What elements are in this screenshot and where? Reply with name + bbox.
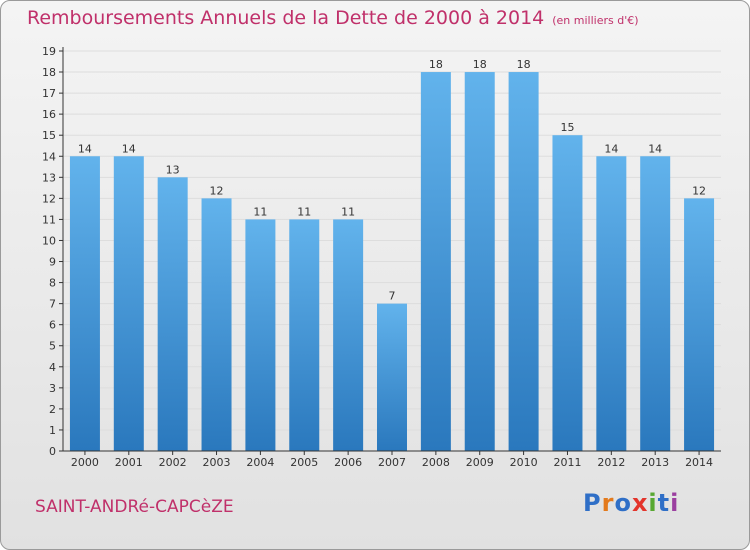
y-tick-label: 8 (49, 277, 56, 290)
labels-layer: 14 14 13 12 11 11 11 7 18 18 18 15 14 14 12 (78, 58, 706, 303)
y-tick-label: 12 (42, 192, 56, 205)
y-tick-label: 5 (49, 340, 56, 353)
y-tick-label: 15 (42, 129, 56, 142)
bar (684, 198, 715, 451)
y-tick-label: 7 (49, 298, 56, 311)
logo-letter: i (670, 489, 680, 517)
bar (69, 156, 100, 451)
bar (289, 219, 320, 451)
x-tick-label: 2005 (290, 456, 318, 469)
bar (113, 156, 144, 451)
x-tick-label: 2014 (685, 456, 713, 469)
x-tick-label: 2007 (378, 456, 406, 469)
logo-letter: o (614, 489, 632, 517)
chart-unit: (en milliers d'€) (552, 14, 639, 27)
data-label: 12 (210, 184, 224, 197)
logo-letter: r (601, 489, 615, 517)
y-tick-label: 9 (49, 256, 56, 269)
bar (420, 72, 451, 451)
y-tick-label: 17 (42, 87, 56, 100)
data-label: 18 (429, 58, 443, 71)
bar (508, 72, 539, 451)
data-label: 11 (253, 205, 267, 218)
bar (201, 198, 232, 451)
data-label: 18 (473, 58, 487, 71)
chart-title: Remboursements Annuels de la Dette de 20… (27, 7, 639, 29)
chart-title-text: Remboursements Annuels de la Dette de 20… (27, 7, 545, 29)
y-tick-label: 18 (42, 66, 56, 79)
commune-name: SAINT-ANDRé-CAPCèZE (35, 497, 234, 517)
bar (596, 156, 627, 451)
data-label: 14 (648, 142, 662, 155)
x-tick-label: 2006 (334, 456, 362, 469)
y-tick-label: 13 (42, 171, 56, 184)
bar (157, 177, 188, 451)
bar (377, 303, 407, 451)
x-tick-label: 2013 (641, 456, 669, 469)
y-tick-label: 11 (42, 213, 56, 226)
x-tick-label: 2000 (71, 456, 99, 469)
bar (333, 219, 364, 451)
logo-letter: t (657, 489, 671, 517)
y-tick-label: 19 (42, 45, 56, 58)
data-label: 18 (517, 58, 531, 71)
x-tick-label: 2010 (510, 456, 538, 469)
data-label: 11 (341, 205, 355, 218)
x-tick-label: 2002 (159, 456, 187, 469)
bar (245, 219, 276, 451)
data-label: 15 (560, 121, 574, 134)
data-label: 12 (692, 184, 706, 197)
data-label: 13 (166, 163, 180, 176)
data-label: 14 (78, 142, 92, 155)
y-tick-label: 1 (49, 424, 56, 437)
x-tick-label: 2004 (246, 456, 274, 469)
data-label: 7 (389, 290, 396, 303)
data-label: 11 (297, 205, 311, 218)
x-tick-label: 2008 (422, 456, 450, 469)
bar (640, 156, 671, 451)
y-tick-label: 6 (49, 319, 56, 332)
data-label: 14 (122, 142, 136, 155)
logo-letter: P (583, 489, 602, 517)
data-label: 14 (604, 142, 618, 155)
proxiti-logo[interactable]: Proxiti (583, 489, 679, 517)
y-tick-label: 14 (42, 150, 56, 163)
logo-letter: x (631, 489, 649, 517)
x-tick-label: 2009 (466, 456, 494, 469)
y-tick-label: 16 (42, 108, 56, 121)
bar (552, 135, 583, 452)
bar (464, 72, 495, 451)
y-tick-label: 2 (49, 403, 56, 416)
x-tick-label: 2003 (203, 456, 231, 469)
y-tick-label: 4 (49, 361, 56, 374)
logo-letter: i (648, 489, 658, 517)
bars-layer (69, 72, 715, 452)
x-tick-label: 2012 (597, 456, 625, 469)
x-tick-label: 2011 (553, 456, 581, 469)
x-tick-label: 2001 (115, 456, 143, 469)
y-tick-label: 10 (42, 234, 56, 247)
y-tick-label: 0 (49, 445, 56, 458)
y-tick-label: 3 (49, 382, 56, 395)
